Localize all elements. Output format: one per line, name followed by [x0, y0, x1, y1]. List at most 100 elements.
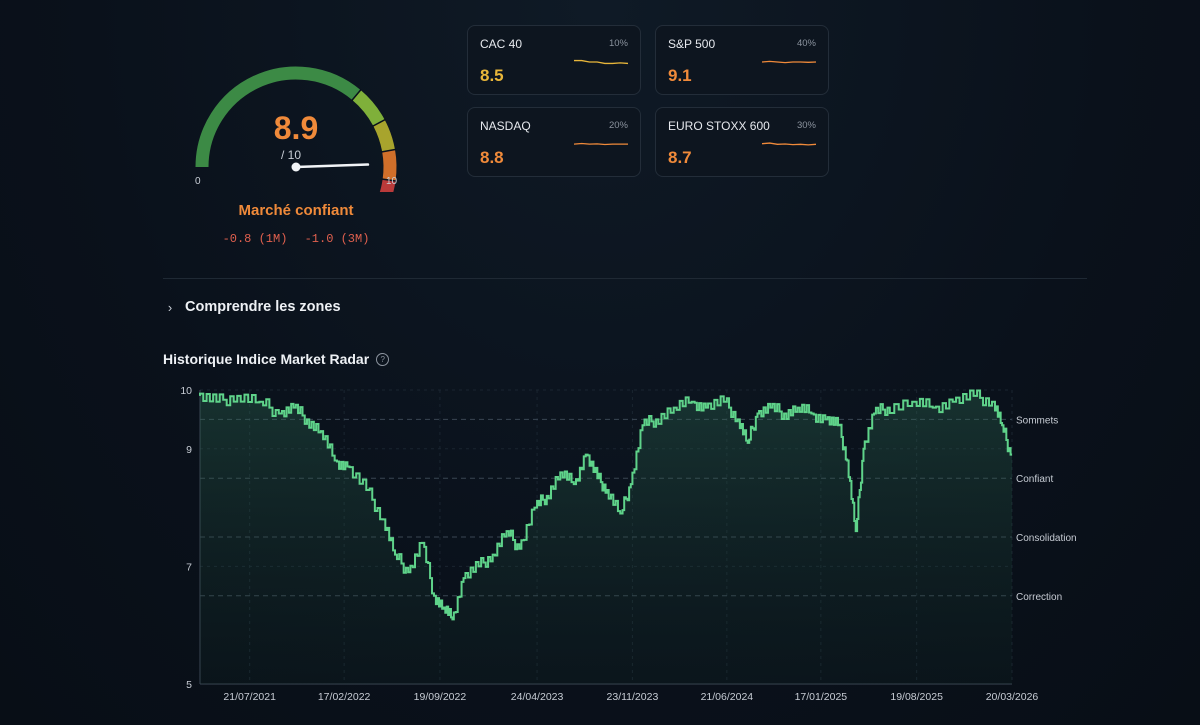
- data-point: [657, 418, 659, 420]
- help-icon[interactable]: ?: [376, 352, 390, 366]
- index-name: EURO STOXX 600: [668, 119, 770, 133]
- gauge-score: 8.9: [273, 110, 319, 146]
- zones-toggle-label: Comprendre les zones: [185, 299, 341, 315]
- index-weight: 40%: [796, 38, 816, 49]
- x-tick-label: 20/03/2026: [986, 691, 1039, 703]
- data-point: [608, 489, 610, 491]
- data-point: [240, 395, 242, 397]
- index-value: 8.7: [668, 148, 692, 167]
- sparkline: [762, 60, 816, 64]
- sparkline: [574, 142, 628, 146]
- y-tick-label: 9: [186, 444, 192, 456]
- x-tick-label: 19/09/2022: [414, 691, 467, 703]
- y-tick-label: 5: [186, 679, 192, 691]
- x-tick-label: 21/07/2021: [223, 691, 276, 703]
- gauge-min-tick: 0: [195, 176, 201, 187]
- data-point: [976, 395, 978, 397]
- sparkline-path: [574, 59, 628, 65]
- data-point: [575, 483, 577, 485]
- market-status-label: Marché confiant: [238, 202, 354, 219]
- index-weight: 10%: [608, 38, 628, 49]
- series-line: [199, 389, 1012, 621]
- data-point: [935, 407, 937, 409]
- data-point: [336, 460, 338, 462]
- data-point: [889, 407, 891, 409]
- data-point: [748, 442, 750, 444]
- x-tick-label: 21/06/2024: [701, 691, 754, 703]
- zone-label: Correction: [1016, 592, 1062, 603]
- data-point: [369, 489, 371, 491]
- score-changes: -0.8 (1M) -1.0 (3M): [178, 232, 414, 246]
- index-name: NASDAQ: [480, 119, 531, 133]
- x-tick-label: 23/11/2023: [607, 691, 659, 703]
- index-name: CAC 40: [480, 37, 523, 51]
- data-point: [739, 418, 741, 420]
- data-point: [848, 460, 850, 462]
- zone-label: Sommets: [1016, 415, 1058, 426]
- data-point: [643, 424, 645, 426]
- change-1m: -0.8 (1M): [222, 232, 288, 246]
- data-point: [916, 401, 918, 403]
- index-weight: 20%: [608, 120, 628, 131]
- data-point: [423, 542, 425, 544]
- data-point: [520, 548, 522, 550]
- data-point: [199, 395, 201, 397]
- data-point: [444, 607, 446, 609]
- data-point: [453, 618, 455, 620]
- data-point: [219, 401, 221, 403]
- gauge-segment-separator: [381, 148, 397, 153]
- gauge-segment: [352, 90, 385, 127]
- data-point: [726, 401, 728, 403]
- index-card-nasdaq[interactable]: NASDAQ 20% 8.8: [467, 107, 641, 177]
- index-name: S&P 500: [668, 37, 716, 51]
- history-title: Historique Indice Market Radar: [163, 351, 370, 367]
- index-value: 8.5: [480, 66, 504, 85]
- series-area: [200, 390, 1012, 684]
- data-point: [1011, 454, 1013, 456]
- index-card-sp500[interactable]: S&P 500 40% 9.1: [655, 25, 829, 95]
- gauge-segment-separator: [351, 88, 362, 102]
- data-point: [409, 571, 411, 573]
- data-point: [631, 483, 633, 485]
- sparkline: [574, 59, 628, 65]
- data-point: [508, 530, 510, 532]
- data-point: [480, 565, 482, 567]
- index-card-eurostoxx600[interactable]: EURO STOXX 600 30% 8.7: [655, 107, 829, 177]
- y-tick-label: 10: [180, 385, 192, 397]
- data-point: [1002, 424, 1004, 426]
- data-point: [349, 465, 351, 467]
- data-point: [955, 401, 957, 403]
- data-point: [839, 424, 841, 426]
- data-point: [281, 413, 283, 415]
- data-point: [396, 554, 398, 556]
- data-point: [856, 530, 858, 532]
- data-point: [622, 512, 624, 514]
- index-weight: 30%: [796, 120, 816, 131]
- x-tick-label: 24/04/2023: [511, 691, 564, 703]
- gauge-segment: [195, 66, 361, 168]
- data-point: [875, 413, 877, 415]
- section-divider: [163, 278, 1087, 279]
- data-point: [262, 401, 264, 403]
- data-point: [676, 407, 678, 409]
- x-tick-label: 19/08/2025: [890, 691, 943, 703]
- chevron-right-icon: ›: [167, 299, 173, 315]
- data-point: [308, 418, 310, 420]
- data-point: [758, 413, 760, 415]
- index-card-cac40[interactable]: CAC 40 10% 8.5: [467, 25, 641, 95]
- x-tick-label: 17/02/2022: [318, 691, 371, 703]
- zone-label: Confiant: [1016, 474, 1053, 485]
- sparkline-path: [762, 60, 816, 64]
- data-point: [707, 407, 709, 409]
- data-point: [772, 407, 774, 409]
- data-point: [464, 577, 466, 579]
- zones-toggle-button[interactable]: › Comprendre les zones: [163, 296, 341, 318]
- data-point: [587, 454, 589, 456]
- data-point: [799, 407, 801, 409]
- history-chart: Sommets Confiant Consolidation Correction 5 7…: [180, 385, 1077, 703]
- zone-label: Consolidation: [1016, 533, 1077, 544]
- gauge-max-label: / 10: [281, 148, 302, 162]
- data-point: [295, 407, 297, 409]
- gauge-dial: [195, 66, 397, 192]
